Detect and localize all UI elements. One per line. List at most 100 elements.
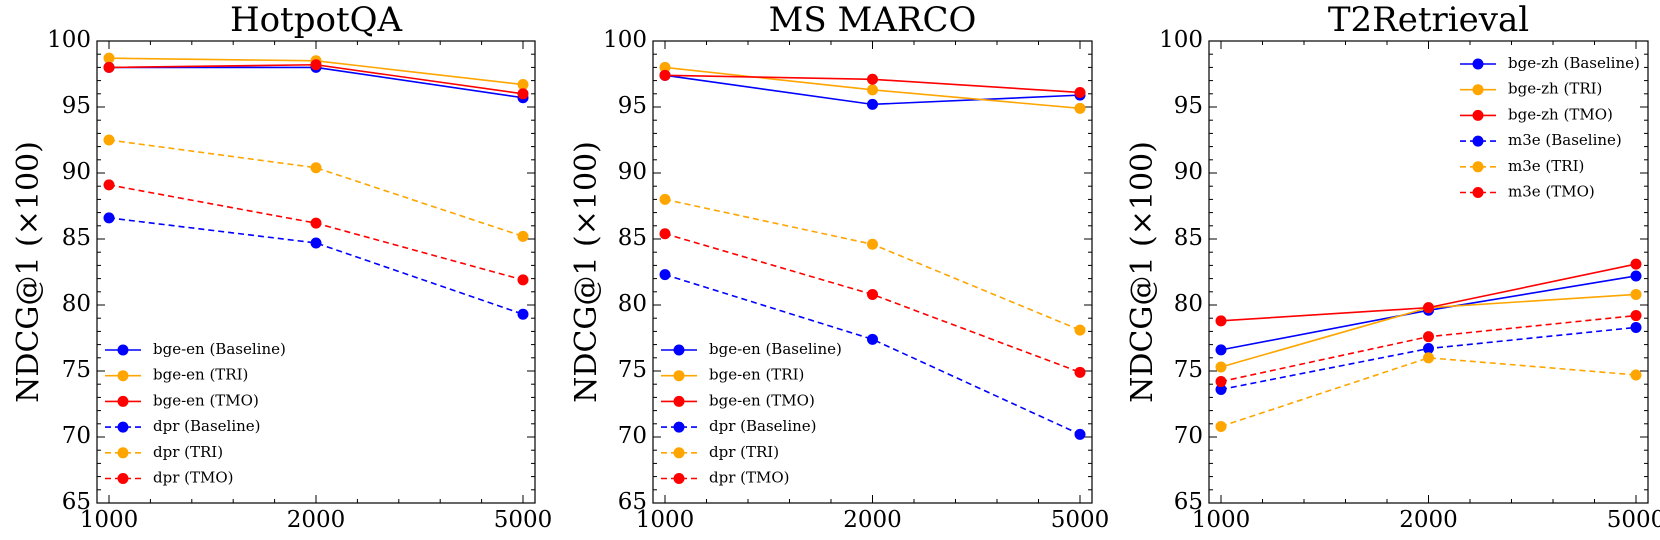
data-point	[659, 228, 671, 240]
data-point	[310, 59, 322, 71]
x-tick-label: 1000	[636, 507, 695, 533]
data-point	[1215, 315, 1227, 327]
legend-marker	[673, 447, 685, 459]
legend-label: dpr (TMO)	[709, 469, 790, 487]
y-tick-label: 75	[1174, 357, 1203, 383]
x-tick-label: 5000	[494, 507, 553, 533]
data-point	[1630, 369, 1642, 381]
data-point	[659, 269, 671, 281]
legend-marker	[673, 370, 685, 382]
data-point	[1630, 321, 1642, 333]
y-tick-label: 80	[618, 291, 647, 317]
legend-marker	[673, 421, 685, 433]
data-point	[517, 308, 529, 320]
legend-label: bge-en (TMO)	[153, 391, 259, 409]
y-tick-label: 85	[62, 225, 91, 251]
series-line-5	[108, 139, 524, 238]
legend-marker	[117, 395, 129, 407]
data-point	[310, 237, 322, 249]
y-tick-label: 75	[618, 357, 647, 383]
data-point	[867, 238, 878, 250]
data-point	[867, 84, 878, 96]
legend-marker	[673, 395, 685, 407]
data-point	[1074, 86, 1086, 98]
data-point	[517, 274, 529, 286]
data-point	[1074, 102, 1086, 114]
legend-label: dpr (TRI)	[709, 443, 779, 461]
legend-label: bge-en (Baseline)	[153, 340, 286, 358]
legend: bge-en (Baseline) bge-en (TRI) bge-en (TMO…	[661, 340, 842, 487]
legend-label: dpr (Baseline)	[153, 417, 261, 435]
y-tick-label: 85	[618, 225, 647, 251]
legend-label: dpr (Baseline)	[709, 417, 817, 435]
series-line-5	[1220, 356, 1637, 428]
legend-marker	[1472, 135, 1484, 147]
data-point	[659, 61, 671, 73]
y-tick-label: 95	[1174, 93, 1203, 119]
data-point	[1423, 352, 1434, 364]
legend-marker	[117, 421, 129, 433]
x-tick-label: 1000	[80, 507, 139, 533]
data-point	[1423, 331, 1434, 343]
legend-label: bge-en (TMO)	[709, 391, 815, 409]
legend-label: bge-zh (Baseline)	[1508, 54, 1640, 72]
legend-marker	[1472, 187, 1484, 198]
chart-panel-1: HotpotQA NDCG@1 (×100) 65 70 75 80 85 90 95 100 10…	[11, 0, 552, 533]
legend-marker	[117, 447, 129, 459]
data-point	[1074, 324, 1086, 336]
data-point	[103, 134, 115, 146]
data-point	[103, 61, 115, 73]
y-tick-label: 65	[618, 489, 647, 515]
data-point	[867, 288, 878, 300]
legend-label: m3e (TRI)	[1508, 157, 1584, 175]
data-point	[103, 52, 115, 64]
x-tick-label: 5000	[1607, 507, 1660, 533]
legend-label: dpr (TMO)	[153, 469, 234, 487]
legend-label: bge-en (TRI)	[709, 366, 804, 384]
data-point	[1215, 361, 1227, 373]
y-tick-label: 100	[47, 27, 91, 53]
legend-label: dpr (TRI)	[153, 443, 223, 461]
data-point	[1215, 420, 1227, 432]
legend-marker	[1472, 84, 1484, 96]
y-tick-label: 95	[62, 93, 91, 119]
chart-panel-2: MS MARCO NDCG@1 (×100) 65 70 75 80 85 90 95 100 10…	[569, 0, 1109, 533]
series-line-4	[108, 217, 524, 315]
data-point	[103, 179, 115, 191]
legend-label: bge-en (TRI)	[153, 366, 248, 384]
data-point	[310, 162, 322, 174]
y-tick-label: 80	[62, 291, 91, 317]
chart-title: HotpotQA	[230, 0, 403, 40]
legend-marker	[673, 344, 685, 356]
legend-label: m3e (TMO)	[1508, 183, 1595, 201]
y-tick-label: 100	[1159, 27, 1203, 53]
legend-label: bge-en (Baseline)	[709, 340, 842, 358]
legend-marker	[1472, 109, 1484, 121]
data-point	[1630, 310, 1642, 322]
legend-label: bge-zh (TRI)	[1508, 80, 1602, 98]
x-tick-label: 2000	[287, 507, 346, 533]
chart-title: MS MARCO	[769, 0, 977, 40]
y-tick-label: 65	[62, 489, 91, 515]
data-point	[517, 230, 529, 242]
y-tick-label: 90	[618, 159, 647, 185]
data-point	[1630, 270, 1642, 282]
y-tick-label: 65	[1174, 489, 1203, 515]
y-tick-label: 70	[1174, 423, 1203, 449]
x-tick-label: 2000	[1399, 507, 1458, 533]
legend: bge-en (Baseline) bge-en (TRI) bge-en (TMO…	[105, 340, 286, 487]
data-point	[659, 193, 671, 205]
legend-label: m3e (Baseline)	[1508, 131, 1622, 149]
x-tick-label: 2000	[843, 507, 902, 533]
y-tick-label: 90	[1174, 159, 1203, 185]
series-line-6	[108, 184, 524, 281]
x-tick-label: 1000	[1192, 507, 1251, 533]
legend-marker	[117, 344, 129, 356]
data-point	[867, 98, 878, 110]
data-point	[1423, 343, 1434, 355]
legend: bge-zh (Baseline) bge-zh (TRI) bge-zh (TMO…	[1460, 54, 1640, 201]
legend-label: bge-zh (TMO)	[1508, 105, 1613, 123]
y-tick-label: 70	[618, 423, 647, 449]
data-point	[1215, 383, 1227, 395]
